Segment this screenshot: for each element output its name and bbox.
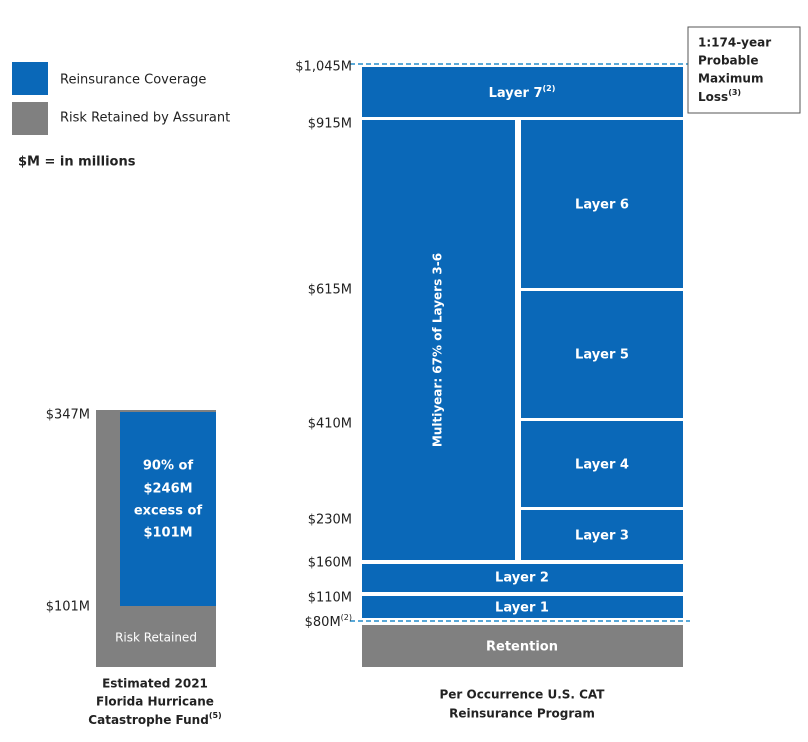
layer-label: Layer 5 (575, 348, 629, 363)
layer-block (521, 510, 683, 560)
coverage-block (120, 412, 216, 606)
layer-block (362, 596, 683, 618)
legend-swatch (12, 102, 48, 135)
layer-block (521, 120, 683, 288)
caption: Florida Hurricane (96, 695, 214, 709)
pml-text: Probable (698, 54, 759, 68)
legend-swatch (12, 62, 48, 95)
retention-block (362, 625, 683, 667)
level-label: $615M (308, 283, 352, 298)
multiyear-label: Multiyear: 67% of Layers 3-6 (431, 253, 445, 447)
layer-label: Layer 6 (575, 198, 629, 213)
pml-text: Loss(3) (698, 88, 741, 104)
caption: Per Occurrence U.S. CAT (440, 688, 606, 702)
coverage-text: $246M (143, 482, 192, 497)
coverage-text: 90% of (143, 459, 194, 474)
level-label: $915M (308, 117, 352, 132)
caption: Catastrophe Fund(5) (88, 711, 221, 727)
legend-label: Risk Retained by Assurant (60, 111, 230, 126)
layer-block (521, 421, 683, 507)
caption: Reinsurance Program (449, 707, 595, 721)
layer-label: Layer 1 (495, 601, 549, 616)
level-label: $101M (46, 600, 90, 615)
coverage-text: $101M (143, 526, 192, 541)
level-label: $160M (308, 556, 352, 571)
level-label: $410M (308, 417, 352, 432)
note: $M = in millions (18, 155, 136, 170)
pml-text: 1:174-year (698, 36, 771, 50)
level-label: $80M(2) (305, 613, 352, 630)
level-label: $230M (308, 513, 352, 528)
layer-block (362, 67, 683, 117)
retained-text: Risk Retained (115, 631, 197, 645)
level-label: $347M (46, 408, 90, 423)
multiyear-block (362, 120, 515, 560)
caption: Estimated 2021 (102, 677, 208, 691)
layer-label: Layer 4 (575, 458, 629, 473)
pml-box (687, 26, 801, 114)
layer-label: Layer 3 (575, 529, 629, 544)
coverage-text: excess of (134, 504, 203, 519)
layer-label: Layer 7(2) (489, 84, 556, 101)
level-label: $110M (308, 591, 352, 606)
layer-block (362, 564, 683, 592)
layer-block (521, 291, 683, 418)
legend-label: Reinsurance Coverage (60, 73, 206, 88)
retention-label: Retention (486, 640, 558, 655)
layer-label: Layer 2 (495, 571, 549, 586)
pml-text: Maximum (698, 72, 763, 86)
level-label: $1,045M (295, 60, 352, 75)
